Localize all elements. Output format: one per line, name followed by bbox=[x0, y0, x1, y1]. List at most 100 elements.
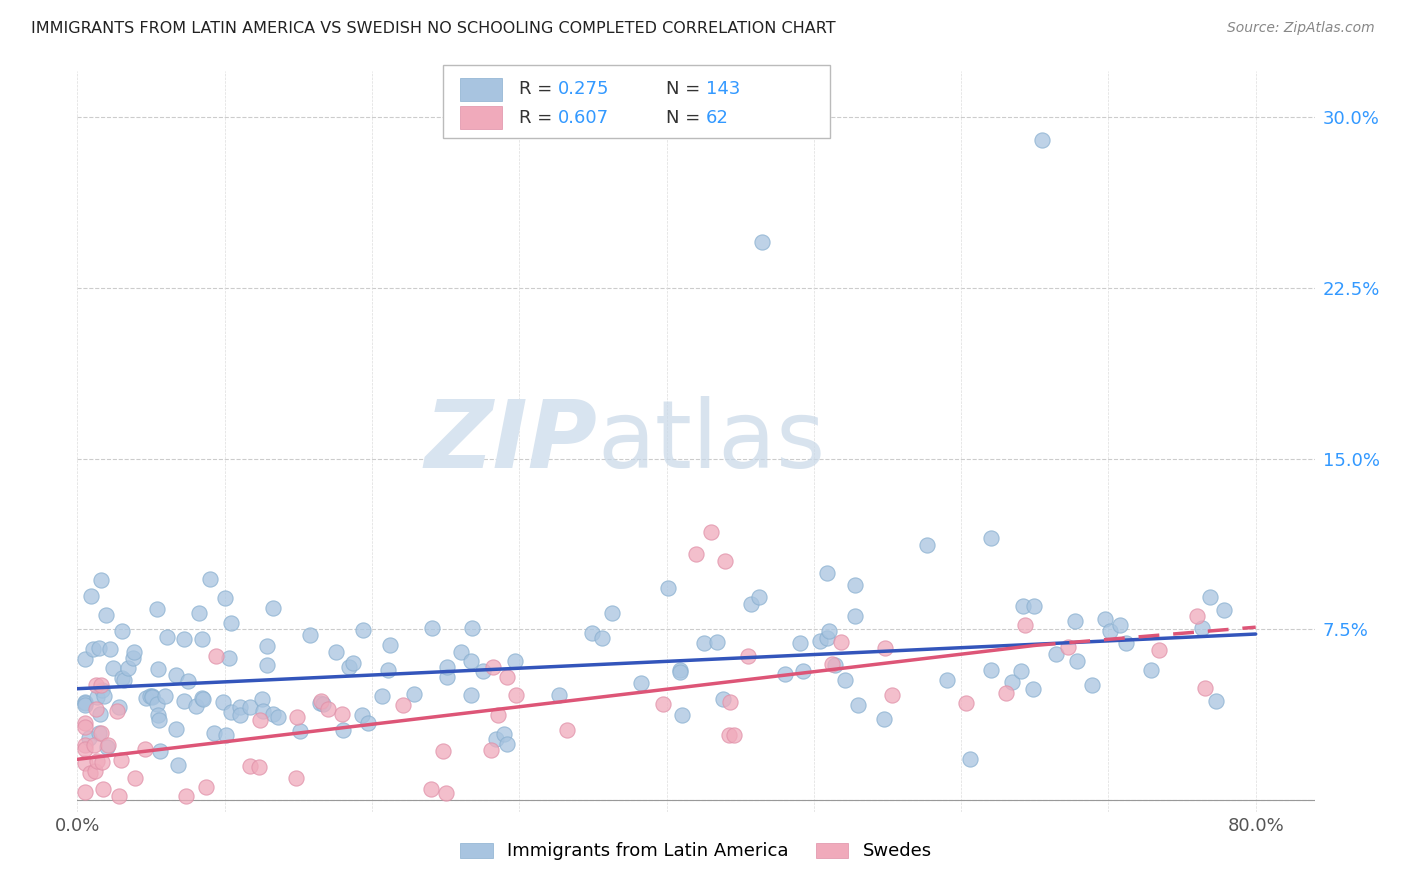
Point bbox=[256, 657, 278, 672]
Point bbox=[875, 640, 897, 655]
Point bbox=[108, 789, 131, 803]
Point bbox=[218, 651, 240, 665]
Point bbox=[352, 623, 374, 637]
Point bbox=[669, 665, 692, 679]
Text: 0.275: 0.275 bbox=[558, 80, 610, 98]
Point bbox=[193, 691, 215, 706]
Point bbox=[873, 712, 896, 726]
Text: Source: ZipAtlas.com: Source: ZipAtlas.com bbox=[1227, 21, 1375, 35]
Point bbox=[90, 682, 112, 697]
Point bbox=[105, 704, 128, 718]
Point bbox=[73, 756, 96, 770]
Point bbox=[96, 607, 118, 622]
Point bbox=[122, 651, 145, 665]
Point bbox=[111, 671, 134, 685]
Point bbox=[73, 652, 96, 666]
Point bbox=[1140, 664, 1163, 678]
Point bbox=[73, 785, 96, 799]
Point bbox=[479, 743, 502, 757]
Point bbox=[148, 713, 170, 727]
Point bbox=[1001, 675, 1024, 690]
Legend: Immigrants from Latin America, Swedes: Immigrants from Latin America, Swedes bbox=[451, 833, 941, 870]
Point bbox=[90, 726, 112, 740]
Point bbox=[1191, 621, 1213, 635]
Point bbox=[165, 668, 187, 682]
Point bbox=[773, 666, 796, 681]
Point bbox=[337, 660, 360, 674]
Point bbox=[79, 589, 101, 603]
Text: N =: N = bbox=[666, 80, 706, 98]
Point bbox=[73, 698, 96, 712]
Point bbox=[461, 621, 484, 635]
Point bbox=[630, 676, 652, 690]
Point bbox=[1014, 618, 1036, 632]
Point bbox=[146, 708, 169, 723]
Point bbox=[450, 645, 472, 659]
Point bbox=[205, 649, 228, 664]
Point bbox=[693, 635, 716, 649]
Point bbox=[980, 664, 1002, 678]
Point bbox=[262, 600, 284, 615]
Point bbox=[1147, 643, 1170, 657]
Point bbox=[706, 635, 728, 649]
Point bbox=[1205, 693, 1227, 707]
Point bbox=[936, 673, 959, 687]
Point bbox=[146, 662, 169, 676]
Point bbox=[309, 694, 332, 708]
Point bbox=[846, 698, 869, 712]
Point bbox=[342, 656, 364, 670]
Point bbox=[187, 606, 209, 620]
Point bbox=[288, 723, 311, 738]
Point bbox=[90, 678, 112, 692]
Point bbox=[86, 690, 108, 704]
Point bbox=[312, 698, 335, 712]
Point bbox=[145, 602, 167, 616]
Point bbox=[1109, 618, 1132, 632]
Point bbox=[73, 696, 96, 710]
Point bbox=[149, 744, 172, 758]
Point bbox=[256, 639, 278, 653]
Point bbox=[325, 645, 347, 659]
Point bbox=[460, 688, 482, 702]
Point bbox=[581, 625, 603, 640]
Point bbox=[377, 663, 399, 677]
Point bbox=[834, 673, 856, 687]
Point bbox=[284, 771, 307, 785]
Point bbox=[792, 664, 814, 678]
Point bbox=[87, 726, 110, 740]
Point bbox=[432, 744, 454, 758]
Point bbox=[419, 781, 441, 796]
Point bbox=[1066, 654, 1088, 668]
Point bbox=[751, 235, 773, 250]
Point bbox=[1045, 647, 1067, 661]
Text: 0.607: 0.607 bbox=[558, 109, 609, 127]
Point bbox=[219, 705, 242, 719]
Point bbox=[699, 524, 721, 539]
Point bbox=[214, 591, 236, 605]
Point bbox=[740, 597, 762, 611]
Point bbox=[482, 660, 505, 674]
Point bbox=[668, 663, 690, 677]
Point bbox=[155, 689, 177, 703]
Text: R =: R = bbox=[519, 80, 558, 98]
Point bbox=[602, 606, 624, 620]
Point bbox=[73, 695, 96, 709]
Point bbox=[496, 670, 519, 684]
Point bbox=[89, 706, 111, 721]
Point bbox=[141, 689, 163, 703]
Point bbox=[86, 754, 108, 768]
Point bbox=[229, 708, 252, 723]
Point bbox=[316, 702, 339, 716]
Point bbox=[93, 689, 115, 703]
Point bbox=[737, 649, 759, 664]
Point bbox=[252, 704, 274, 718]
Point bbox=[1056, 640, 1078, 655]
Point bbox=[86, 702, 108, 716]
Point bbox=[73, 720, 96, 734]
Point bbox=[882, 688, 904, 702]
Point bbox=[89, 641, 111, 656]
Point bbox=[503, 654, 526, 668]
Point bbox=[685, 547, 707, 561]
Point bbox=[262, 706, 284, 721]
Point bbox=[1212, 602, 1234, 616]
